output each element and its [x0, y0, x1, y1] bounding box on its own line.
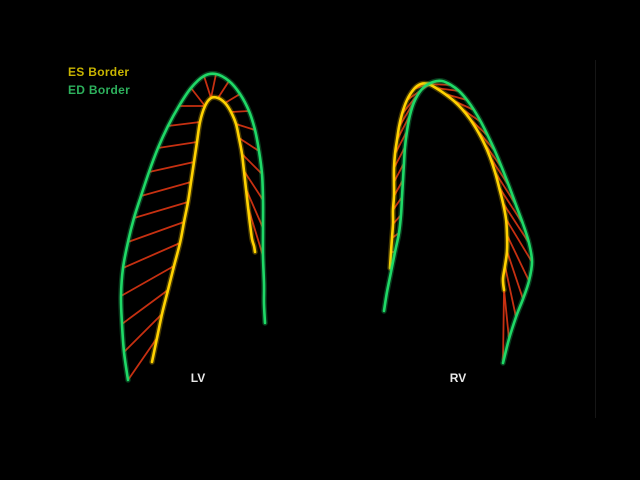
lv-displacement-line: [217, 80, 230, 99]
rv-es-border-path: [388, 82, 509, 292]
lv-displacement-line: [133, 201, 189, 219]
lv-displacement-line: [238, 137, 260, 152]
lv-displacement-line: [241, 153, 263, 175]
lv-structure: [118, 70, 268, 383]
lv-displacement-line: [247, 206, 264, 257]
lv-displacement-line: [140, 181, 192, 197]
rv-displacement-line: [504, 265, 517, 318]
lv-displacement-line: [243, 170, 264, 201]
legend: ES Border ED Border: [68, 65, 130, 97]
rv-displacement-line: [506, 234, 530, 282]
lv-displacement-line: [123, 313, 163, 353]
lv-displacement-line: [157, 141, 198, 149]
legend-es-border-label: ES Border: [68, 65, 129, 79]
legend-ed-border-label: ED Border: [68, 83, 130, 97]
lv-ed-border-path: [119, 72, 267, 382]
lv-displacement-line: [127, 221, 185, 243]
rv-displacement-line: [393, 146, 406, 169]
rv-ed-border-path: [382, 79, 534, 365]
rv-displacement-line: [502, 202, 530, 244]
rv-displacement-line: [392, 196, 403, 211]
lv-displacement-line: [122, 242, 181, 269]
rv-displacement-line: [506, 250, 524, 300]
lv-displacement-vectors: [120, 73, 264, 381]
lv-displacement-line: [230, 110, 250, 113]
rv-displacement-line: [427, 83, 452, 86]
rv-displacement-line: [393, 179, 404, 197]
rv-displacement-line: [502, 289, 505, 364]
lv-es-border-path: [150, 95, 257, 364]
rv-displacement-line: [435, 87, 460, 92]
lv-displacement-line: [121, 289, 169, 325]
rv-displacement-line: [393, 162, 405, 183]
rv-displacement-line: [494, 171, 517, 206]
lv-displacement-line: [167, 121, 201, 127]
lv-displacement-line: [245, 188, 264, 229]
lv-displacement-line: [148, 161, 195, 173]
lv-displacement-line: [210, 73, 217, 99]
lv-displacement-line: [120, 265, 175, 297]
lv-displacement-line: [127, 337, 158, 381]
rv-displacement-line: [444, 93, 468, 101]
rv-label: RV: [450, 371, 466, 385]
lv-displacement-line: [224, 93, 241, 104]
rv-displacement-line: [394, 130, 408, 155]
lv-displacement-line: [190, 87, 206, 107]
rv-structure: [381, 78, 535, 366]
rv-displacement-line: [498, 186, 524, 225]
rv-displacement-line: [505, 218, 533, 263]
lv-displacement-line: [235, 123, 256, 131]
lv-displacement-line: [203, 75, 212, 99]
lv-label: LV: [191, 371, 205, 385]
